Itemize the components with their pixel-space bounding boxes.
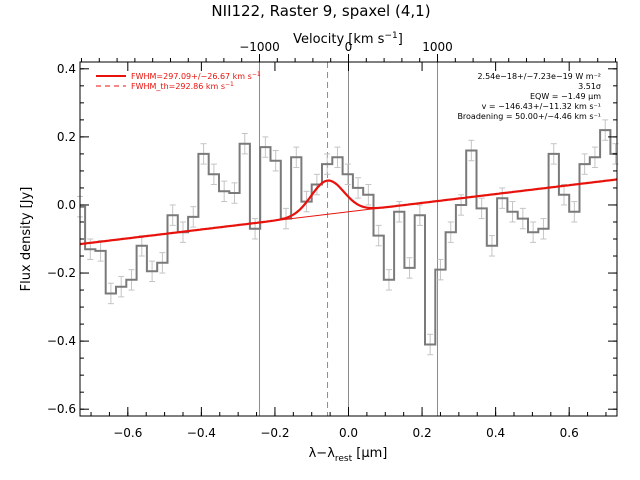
x-tick-label: −0.2 <box>260 426 289 440</box>
top-tick-label: −1000 <box>239 40 280 54</box>
fit-annotation-4: Broadening = 50.00+/−4.46 km s⁻¹ <box>457 112 601 121</box>
fit-annotation-0: 2.54e−18+/−7.23e−19 W m⁻² <box>477 72 601 81</box>
y-tick-label: −0.2 <box>47 266 76 280</box>
top-axis-label: Velocity [km s−1] <box>293 31 403 47</box>
legend-label-text: FWHM_th=292.86 km s <box>131 82 225 91</box>
x-axis-label-unit: [μm] <box>352 446 387 461</box>
legend-label-sup: −1 <box>225 81 234 88</box>
x-axis-label-text: λ−λ <box>309 446 336 461</box>
y-tick-label: −0.6 <box>47 402 76 416</box>
legend-label-sup: −1 <box>252 71 261 78</box>
y-tick-label: 0.0 <box>57 198 76 212</box>
top-axis-label-end: ] <box>398 32 403 47</box>
plot-area: −0.6 −0.4 −0.2 0.0 0.2 0.4 0.6 −0.6 −0.4 −0.2 0.0 0… <box>47 40 619 440</box>
x-axis-label: λ−λrest [μm] <box>309 446 388 464</box>
fit-annotation-2: EQW = −1.49 μm <box>530 92 601 101</box>
x-tick-label: 0.2 <box>413 426 432 440</box>
fit-annotation-3: v = −146.43+/−11.32 km s⁻¹ <box>482 102 601 111</box>
legend-label-1: FWHM_th=292.86 km s−1 <box>131 81 234 91</box>
x-tick-label: 0.0 <box>339 426 358 440</box>
top-tick-label: 0 <box>345 40 353 54</box>
x-tick-label: −0.6 <box>113 426 142 440</box>
fit-annotation-1: 3.51σ <box>578 82 601 91</box>
top-axis-label-text: Velocity [km s <box>293 32 385 47</box>
x-tick-label: −0.4 <box>187 426 216 440</box>
chart-title: NII122, Raster 9, spaxel (4,1) <box>211 2 430 20</box>
x-axis-label-sub: rest <box>335 454 353 464</box>
x-tick-label: 0.4 <box>486 426 505 440</box>
gaussian-fit-series <box>79 178 618 246</box>
top-tick-label: 1000 <box>422 40 453 54</box>
y-axis-label: Flux density [Jy] <box>19 187 34 292</box>
spectrum-series <box>80 129 617 346</box>
x-tick-label: 0.6 <box>560 426 579 440</box>
y-tick-label: 0.2 <box>57 130 76 144</box>
y-tick-label: −0.4 <box>47 334 76 348</box>
legend-label-text: FWHM=297.09+/−26.67 km s <box>131 72 252 81</box>
y-tick-label: 0.4 <box>57 62 76 76</box>
legend-label-0: FWHM=297.09+/−26.67 km s−1 <box>131 71 261 81</box>
top-axis-label-sup: −1 <box>384 31 397 41</box>
